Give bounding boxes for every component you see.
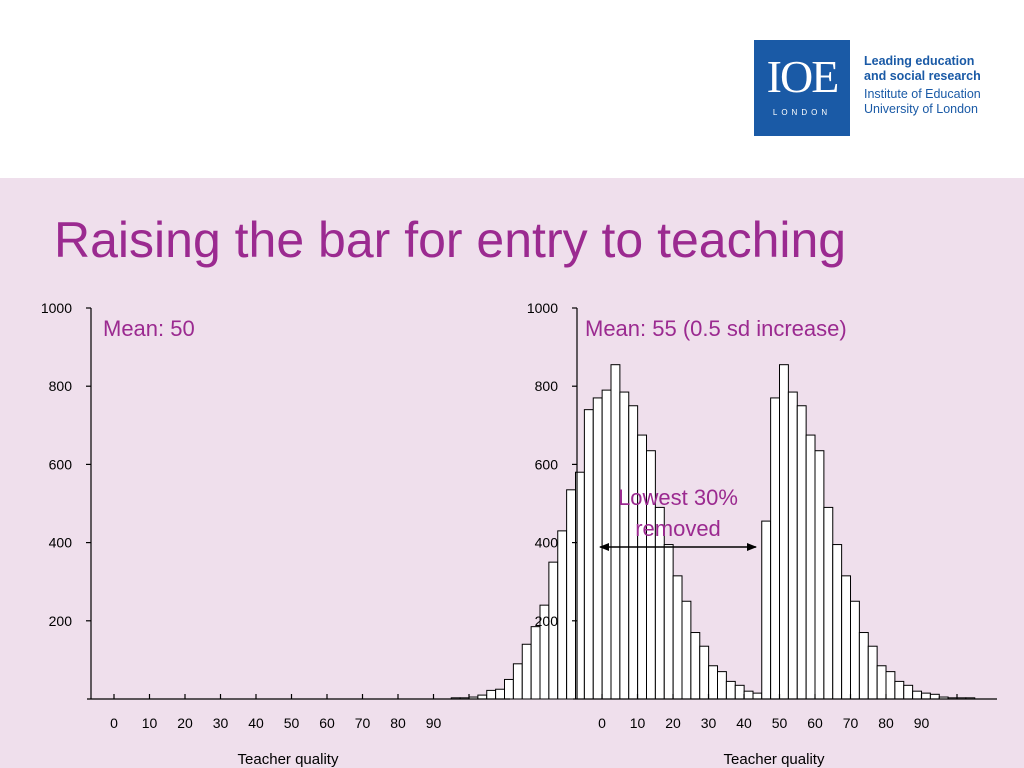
histogram-bar (583, 409, 594, 700)
x-tick-label: 60 (807, 715, 823, 731)
x-tick-label: 40 (736, 715, 752, 731)
histogram-bar (903, 684, 914, 700)
histogram-bar (743, 690, 754, 700)
x-tick-label: 80 (390, 715, 406, 731)
x-tick-label: 40 (248, 715, 264, 731)
histogram-bar (637, 434, 648, 700)
histogram-bar (521, 643, 532, 700)
logo-line-2: and social research (864, 69, 981, 83)
y-tick-label: 800 (535, 378, 559, 394)
histogram-bar (592, 397, 603, 700)
histogram-bar (495, 688, 506, 700)
y-tick-label: 1000 (41, 300, 72, 316)
annotation-removed-line-1: Lowest 30% (618, 485, 738, 510)
histogram-bar (557, 530, 568, 700)
y-tick-label: 200 (535, 613, 559, 629)
x-axis-label: Teacher quality (724, 751, 825, 768)
histogram-bar (628, 405, 639, 700)
histogram-bar (921, 692, 931, 700)
histogram-bar (841, 575, 852, 700)
x-tick-label: 20 (665, 715, 681, 731)
x-tick-label: 30 (213, 715, 229, 731)
histogram-bar (681, 600, 692, 700)
x-tick-label: 60 (319, 715, 335, 731)
histogram-bar (548, 561, 559, 700)
annotation-removed-line-2: removed (635, 516, 721, 541)
x-tick-label: 80 (878, 715, 894, 731)
histogram-bar (752, 692, 763, 700)
histogram-bar (690, 632, 701, 700)
y-tick-label: 600 (49, 456, 73, 472)
histogram-bar (912, 690, 923, 700)
x-tick-label: 50 (772, 715, 788, 731)
annotation-mean: Mean: 55 (0.5 sd increase) (585, 316, 847, 341)
x-tick-label: 0 (598, 715, 606, 731)
histogram-after: 200 400 600 800 1000 0 10 20 30 40 50 60 70 80 90 Mean… (527, 300, 997, 768)
histogram-bar (504, 678, 514, 700)
header: IOE LONDON Leading education and social … (0, 0, 1024, 178)
histogram-bar (850, 600, 860, 700)
axes-group: 200 400 600 800 1000 0 10 20 30 40 50 60 70 80 90 (41, 300, 510, 731)
x-tick-label: 10 (630, 715, 646, 731)
histogram-bar (708, 665, 719, 700)
histogram-bar (858, 632, 869, 700)
x-tick-label: 50 (284, 715, 300, 731)
histogram-bar (601, 389, 612, 700)
histogram-bar (717, 671, 727, 700)
histogram-bar (734, 684, 745, 700)
y-tick-label: 400 (49, 535, 73, 551)
histogram-bar (566, 489, 577, 700)
histogram-bar (761, 520, 772, 700)
y-tick-label: 1000 (527, 300, 558, 316)
x-axis-label: Teacher quality (238, 751, 339, 768)
histogram-bar (832, 544, 843, 700)
histogram-bar (512, 663, 523, 700)
x-tick-label: 90 (914, 715, 930, 731)
histogram-bar (885, 671, 896, 700)
histogram-bar (699, 645, 710, 700)
x-tick-label: 70 (355, 715, 371, 731)
histogram-bar (823, 506, 834, 700)
x-tick-label: 70 (843, 715, 859, 731)
axes-group: 200 400 600 800 1000 0 10 20 30 40 50 60 70 80 90 (527, 300, 997, 731)
histogram-bar (805, 434, 816, 700)
y-tick-label: 600 (535, 456, 559, 472)
histogram-bar (530, 626, 541, 700)
logo-sub: LONDON (772, 108, 832, 117)
x-tick-label: 20 (177, 715, 193, 731)
ioe-logo: IOE LONDON (754, 40, 850, 136)
y-tick-label: 400 (535, 535, 559, 551)
histogram-bar (814, 450, 825, 700)
y-tick-label: 200 (49, 613, 73, 629)
logo-text: Leading education and social research In… (864, 54, 1014, 117)
slide-title: Raising the bar for entry to teaching (54, 212, 847, 268)
histogram-bar (929, 693, 940, 700)
x-tick-label: 10 (142, 715, 158, 731)
logo-line-4: University of London (864, 102, 978, 116)
histogram-bar (787, 391, 798, 700)
histogram-bar (725, 680, 736, 700)
histogram-bar (779, 364, 789, 700)
annotation-mean: Mean: 50 (103, 316, 195, 341)
bars-group (761, 364, 976, 700)
x-tick-label: 90 (426, 715, 442, 731)
logo-line-1: Leading education (864, 54, 975, 68)
logo-line-3: Institute of Education (864, 87, 981, 101)
y-tick-label: 800 (49, 378, 73, 394)
x-tick-label: 0 (110, 715, 118, 731)
histogram-bar (770, 397, 781, 700)
histogram-bar (876, 665, 887, 700)
histogram-bar (610, 364, 621, 700)
histogram-bar (672, 575, 683, 700)
bars-group (450, 364, 807, 700)
histogram-bar (796, 405, 807, 700)
histogram-bar (663, 544, 674, 700)
x-tick-label: 30 (701, 715, 717, 731)
histogram-bar (894, 680, 905, 700)
logo-mark: IOE (766, 51, 840, 102)
histogram-bar (619, 391, 630, 700)
histogram-bar (867, 645, 878, 700)
histogram-bar (486, 689, 497, 700)
